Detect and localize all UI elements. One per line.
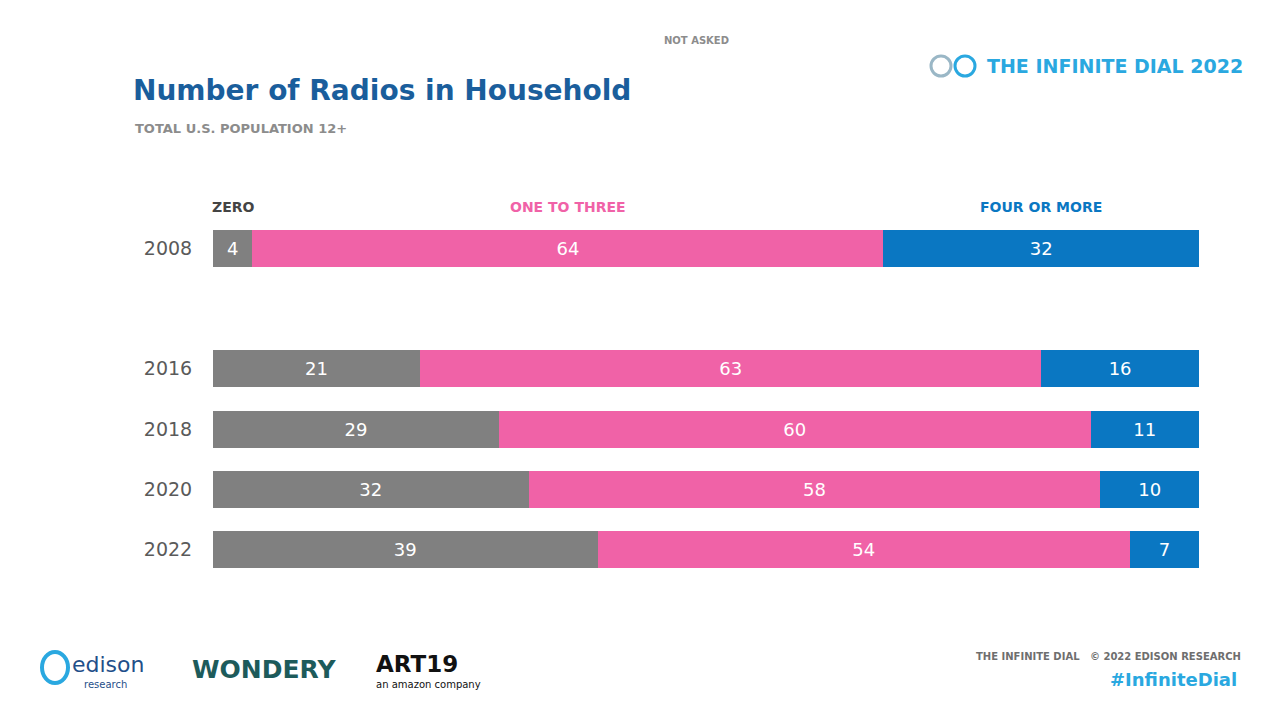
svg-text:10: 10 bbox=[1138, 479, 1161, 500]
svg-text:TOTAL U.S. POPULATION 12+: TOTAL U.S. POPULATION 12+ bbox=[135, 121, 347, 136]
svg-text:THE INFINITE DIAL 2022: THE INFINITE DIAL 2022 bbox=[987, 55, 1243, 77]
svg-text:edison: edison bbox=[72, 652, 144, 677]
svg-text:FOUR OR MORE: FOUR OR MORE bbox=[980, 199, 1102, 215]
svg-text:32: 32 bbox=[359, 479, 382, 500]
svg-text:2022: 2022 bbox=[144, 538, 192, 560]
svg-text:#InfiniteDial: #InfiniteDial bbox=[1110, 669, 1237, 690]
svg-text:WONDERY: WONDERY bbox=[192, 655, 336, 684]
svg-text:29: 29 bbox=[345, 419, 368, 440]
svg-text:NOT ASKED: NOT ASKED bbox=[664, 35, 729, 46]
svg-text:11: 11 bbox=[1133, 419, 1156, 440]
svg-text:Number of Radios in Household: Number of Radios in Household bbox=[133, 74, 631, 107]
svg-text:21: 21 bbox=[305, 358, 328, 379]
svg-text:ZERO: ZERO bbox=[212, 199, 254, 215]
svg-text:4: 4 bbox=[227, 238, 238, 259]
svg-text:2020: 2020 bbox=[144, 478, 192, 500]
svg-text:7: 7 bbox=[1159, 539, 1170, 560]
svg-text:THE INFINITE DIAL © 2022 EDI: THE INFINITE DIAL © 2022 EDISON RESEARCH bbox=[976, 651, 1241, 662]
svg-text:2016: 2016 bbox=[144, 357, 192, 379]
svg-text:60: 60 bbox=[783, 419, 806, 440]
svg-text:32: 32 bbox=[1030, 238, 1053, 259]
svg-text:research: research bbox=[84, 679, 127, 690]
svg-text:ONE TO THREE: ONE TO THREE bbox=[510, 199, 626, 215]
svg-text:16: 16 bbox=[1109, 358, 1132, 379]
svg-text:39: 39 bbox=[394, 539, 417, 560]
svg-text:63: 63 bbox=[719, 358, 742, 379]
svg-text:64: 64 bbox=[557, 238, 580, 259]
svg-text:an amazon company: an amazon company bbox=[376, 679, 481, 690]
svg-text:2018: 2018 bbox=[144, 418, 192, 440]
svg-text:2008: 2008 bbox=[144, 237, 192, 259]
svg-text:ART19: ART19 bbox=[376, 651, 458, 677]
svg-text:54: 54 bbox=[852, 539, 875, 560]
svg-text:58: 58 bbox=[803, 479, 826, 500]
